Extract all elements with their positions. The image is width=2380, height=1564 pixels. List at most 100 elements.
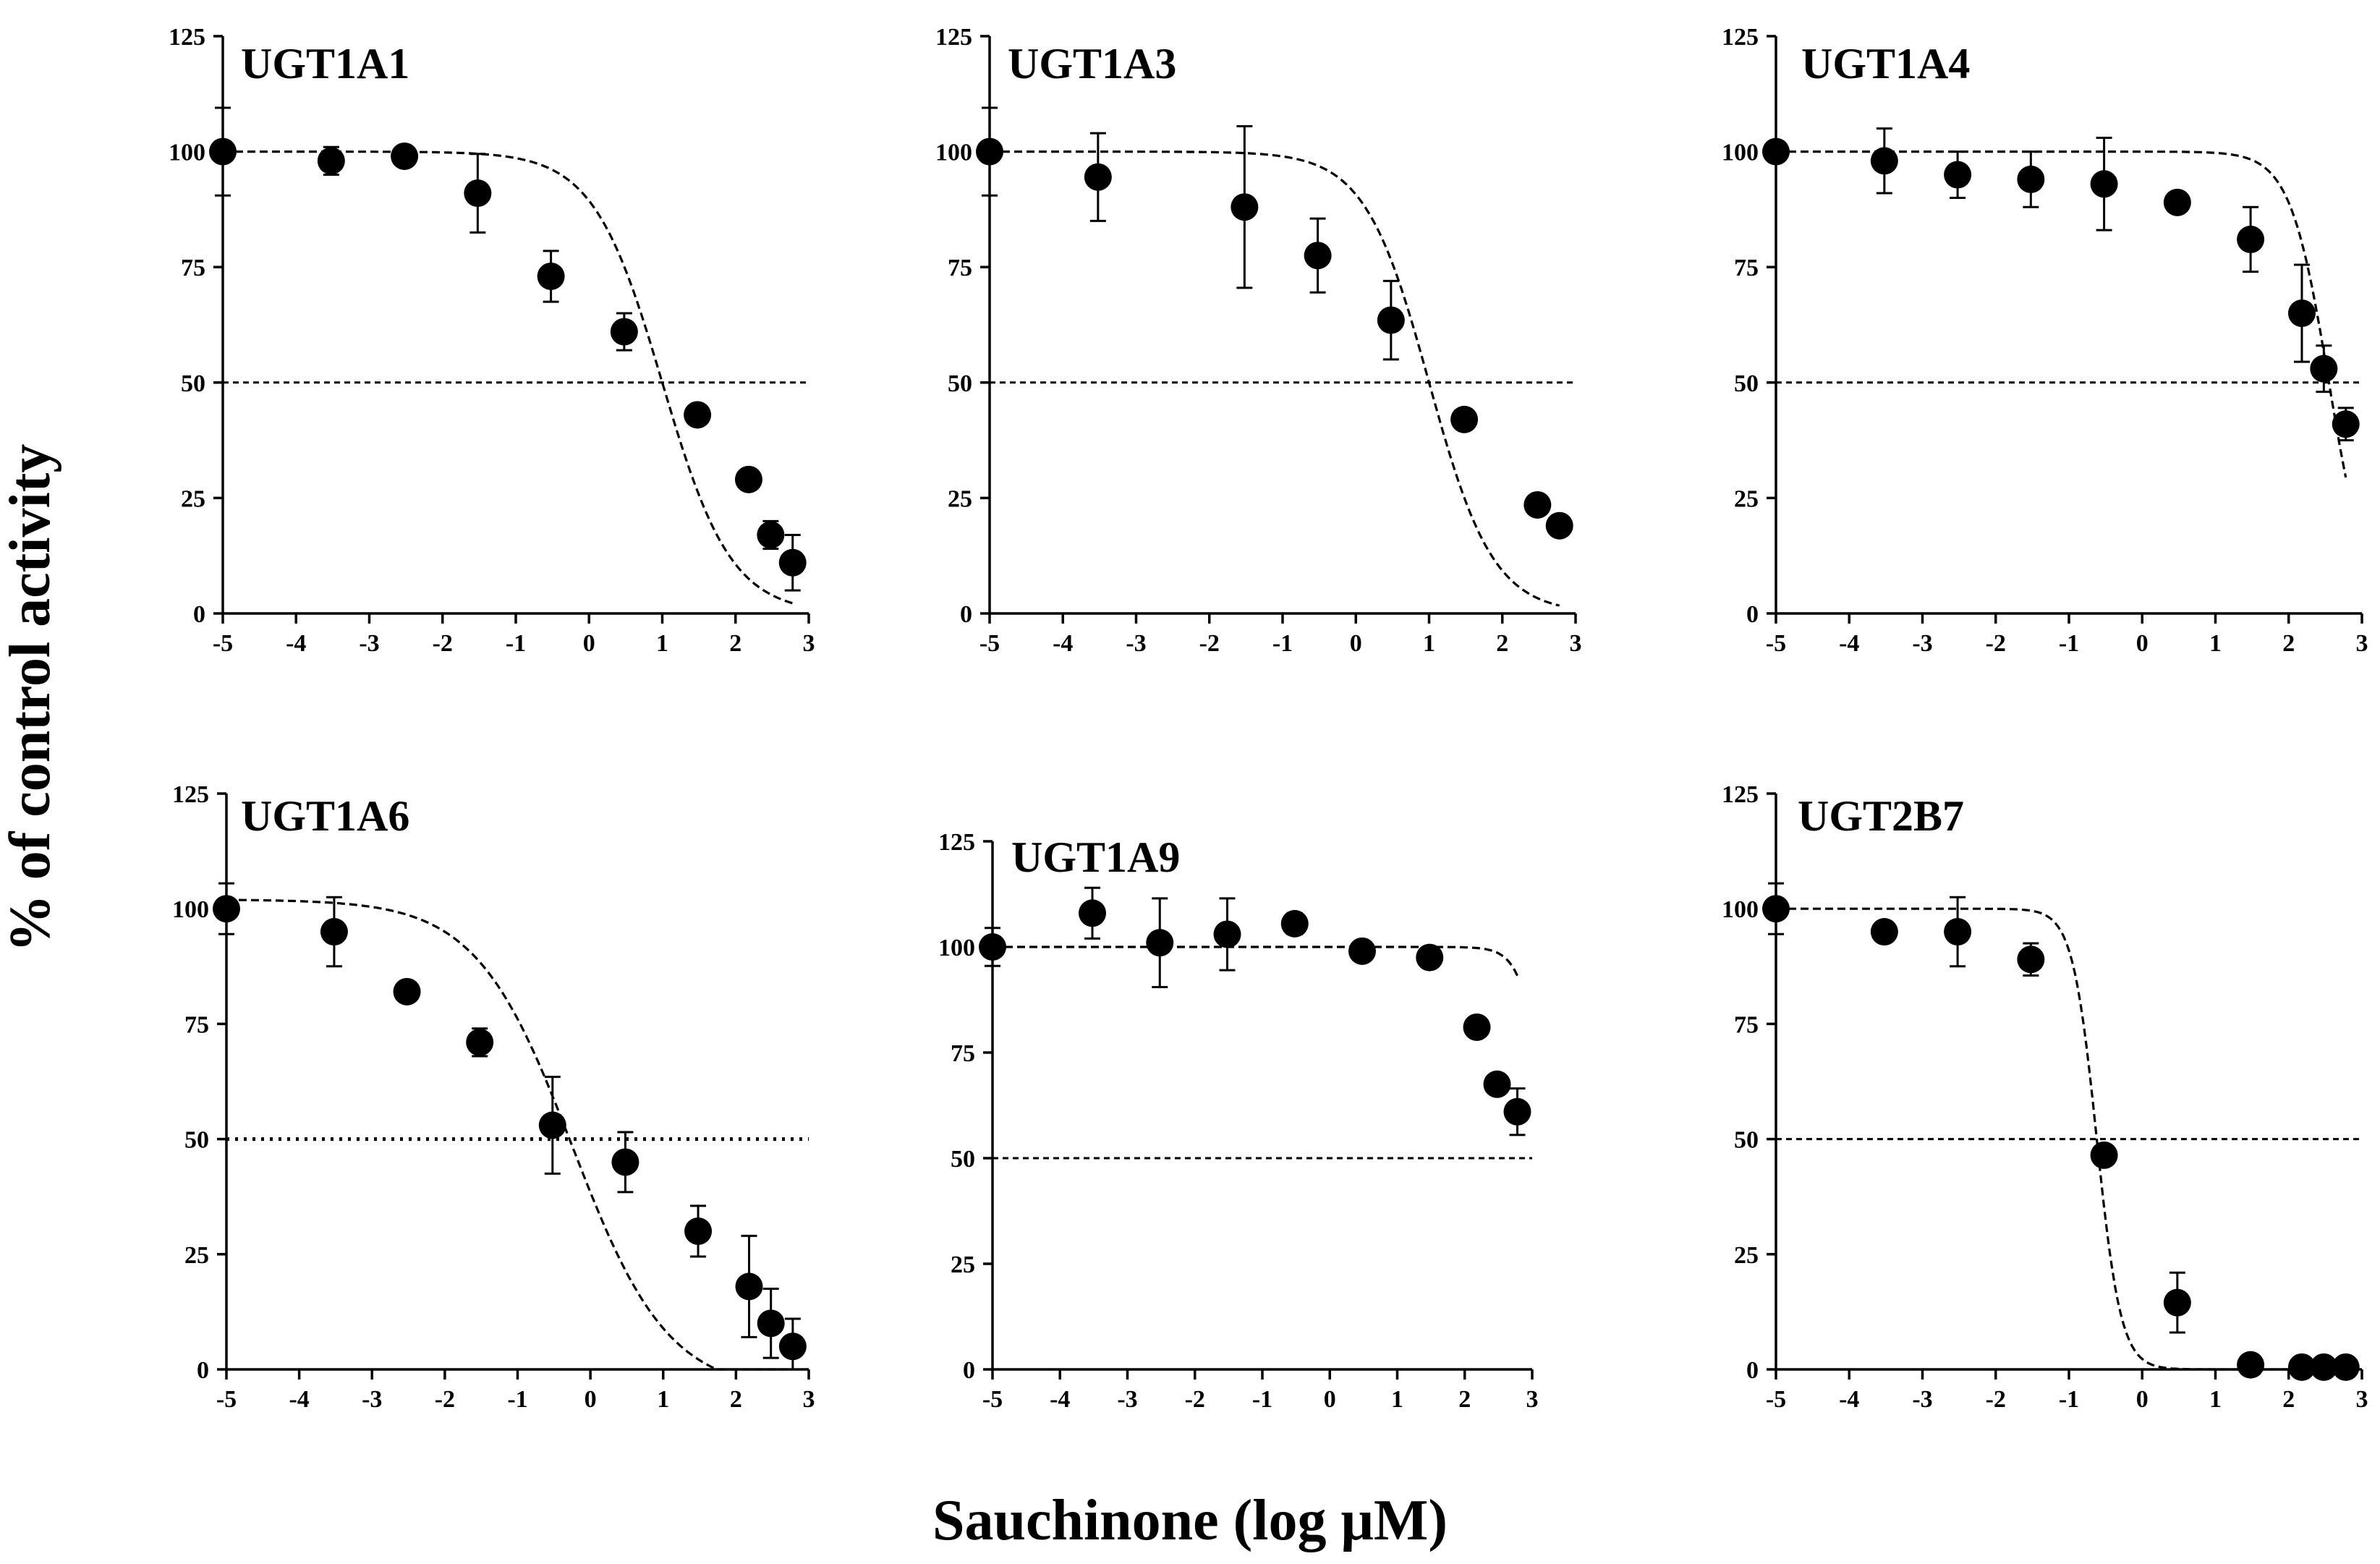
panel-title: UGT1A3 [1008,40,1176,88]
data-point [757,521,785,549]
x-tick-label: 3 [1526,1386,1539,1413]
data-point [1146,929,1174,957]
y-tick-label: 0 [960,601,972,628]
data-point [320,918,348,946]
fit-curve [990,150,1560,607]
x-tick-label: 0 [2136,1386,2149,1413]
y-tick-label: 100 [1722,140,1759,166]
chart-panel: 0 25 50 75 100 125 -5 -4 -3 -2 -1 0 1 2 3 UGT1A9 [938,829,1539,1413]
x-tick-label: -1 [1272,630,1293,657]
data-point [2237,1351,2265,1379]
data-point [1762,137,1790,166]
x-tick-label: 0 [1324,1386,1336,1413]
x-tick-label: -1 [507,1386,527,1413]
y-tick-label: 75 [181,255,205,281]
x-axis-label: Sauchinone (log μM) [932,1489,1448,1552]
data-point [976,137,1003,166]
data-point [213,895,240,923]
y-tick-label: 100 [169,140,205,166]
data-point [611,1148,639,1176]
data-point [317,147,345,175]
y-tick-label: 50 [1734,370,1759,397]
panel-title: UGT1A4 [1801,40,1970,88]
data-point [2310,1353,2338,1381]
data-point [2237,225,2265,253]
data-point [1523,490,1552,519]
data-point [1304,242,1332,270]
y-tick-label: 0 [963,1357,975,1384]
x-tick-label: -2 [435,1386,455,1413]
y-axis-label: % of control activity [0,444,62,953]
x-tick-label: 2 [2282,630,2295,657]
y-tick-label: 125 [172,781,209,808]
x-tick-label: -3 [1912,630,1932,657]
fit-curve [226,898,793,1371]
x-tick-label: 2 [730,1386,742,1413]
x-tick-label: -1 [1252,1386,1272,1413]
x-tick-label: -2 [1185,1386,1205,1413]
data-point [1870,918,1898,946]
data-point [1762,895,1790,923]
data-point [1416,943,1444,972]
x-tick-label: 0 [583,630,595,657]
x-tick-label: -2 [433,630,453,657]
data-point [466,1028,494,1056]
x-tick-label: 1 [656,630,668,657]
data-point [1503,1097,1531,1126]
y-tick-label: 0 [193,601,205,628]
y-tick-label: 50 [181,370,205,397]
x-tick-label: -4 [286,630,306,657]
x-tick-label: -3 [362,1386,382,1413]
y-tick-label: 25 [184,1242,209,1269]
y-tick-label: 100 [172,896,209,923]
chart-panel: 0 25 50 75 100 125 -5 -4 -3 -2 -1 0 1 2 3 UGT1A6 [172,781,815,1413]
x-tick-label: -5 [1766,1386,1786,1413]
x-tick-label: -4 [1050,1386,1070,1413]
data-point [778,1333,807,1361]
panel-title: UGT1A1 [241,40,409,88]
x-tick-label: -4 [1839,630,1859,657]
data-point [1377,306,1405,334]
x-tick-label: -5 [979,630,1000,657]
y-tick-label: 75 [1734,1011,1759,1038]
x-tick-label: -2 [1199,630,1220,657]
x-tick-label: -3 [1117,1386,1137,1413]
x-tick-label: -5 [213,630,233,657]
y-tick-label: 25 [1734,1242,1759,1269]
x-tick-label: 0 [1350,630,1362,657]
data-point [735,1272,763,1301]
x-tick-label: 3 [2356,1386,2368,1413]
data-point [684,401,712,429]
data-point [1545,511,1573,540]
x-tick-label: 1 [1391,1386,1403,1413]
data-point [1483,1070,1511,1098]
x-tick-label: -1 [2059,630,2079,657]
x-tick-label: -5 [1766,630,1786,657]
data-point [684,1217,713,1245]
data-point [464,179,492,208]
y-tick-label: 125 [1722,24,1759,51]
data-point [610,318,638,346]
x-tick-label: -5 [216,1386,237,1413]
data-point [979,933,1006,961]
y-tick-label: 125 [169,24,205,51]
data-point [2287,299,2316,328]
data-point [2310,354,2338,383]
y-tick-label: 25 [181,485,205,512]
data-point [2163,188,2191,216]
y-tick-label: 125 [938,829,975,856]
x-tick-label: 2 [1496,630,1508,657]
data-point [2090,1141,2118,1169]
y-tick-label: 75 [951,1040,975,1067]
data-point [1084,163,1112,191]
x-tick-label: -2 [1986,630,2006,657]
x-tick-label: 3 [803,1386,815,1413]
chart-panel: 0 25 50 75 100 125 -5 -4 -3 -2 -1 0 1 2 3 UGT1A1 [169,24,815,657]
panel-title: UGT1A6 [241,792,409,840]
data-point [757,1309,785,1338]
x-tick-label: 0 [2136,630,2149,657]
y-tick-label: 50 [951,1146,975,1173]
data-point [2163,1288,2191,1317]
